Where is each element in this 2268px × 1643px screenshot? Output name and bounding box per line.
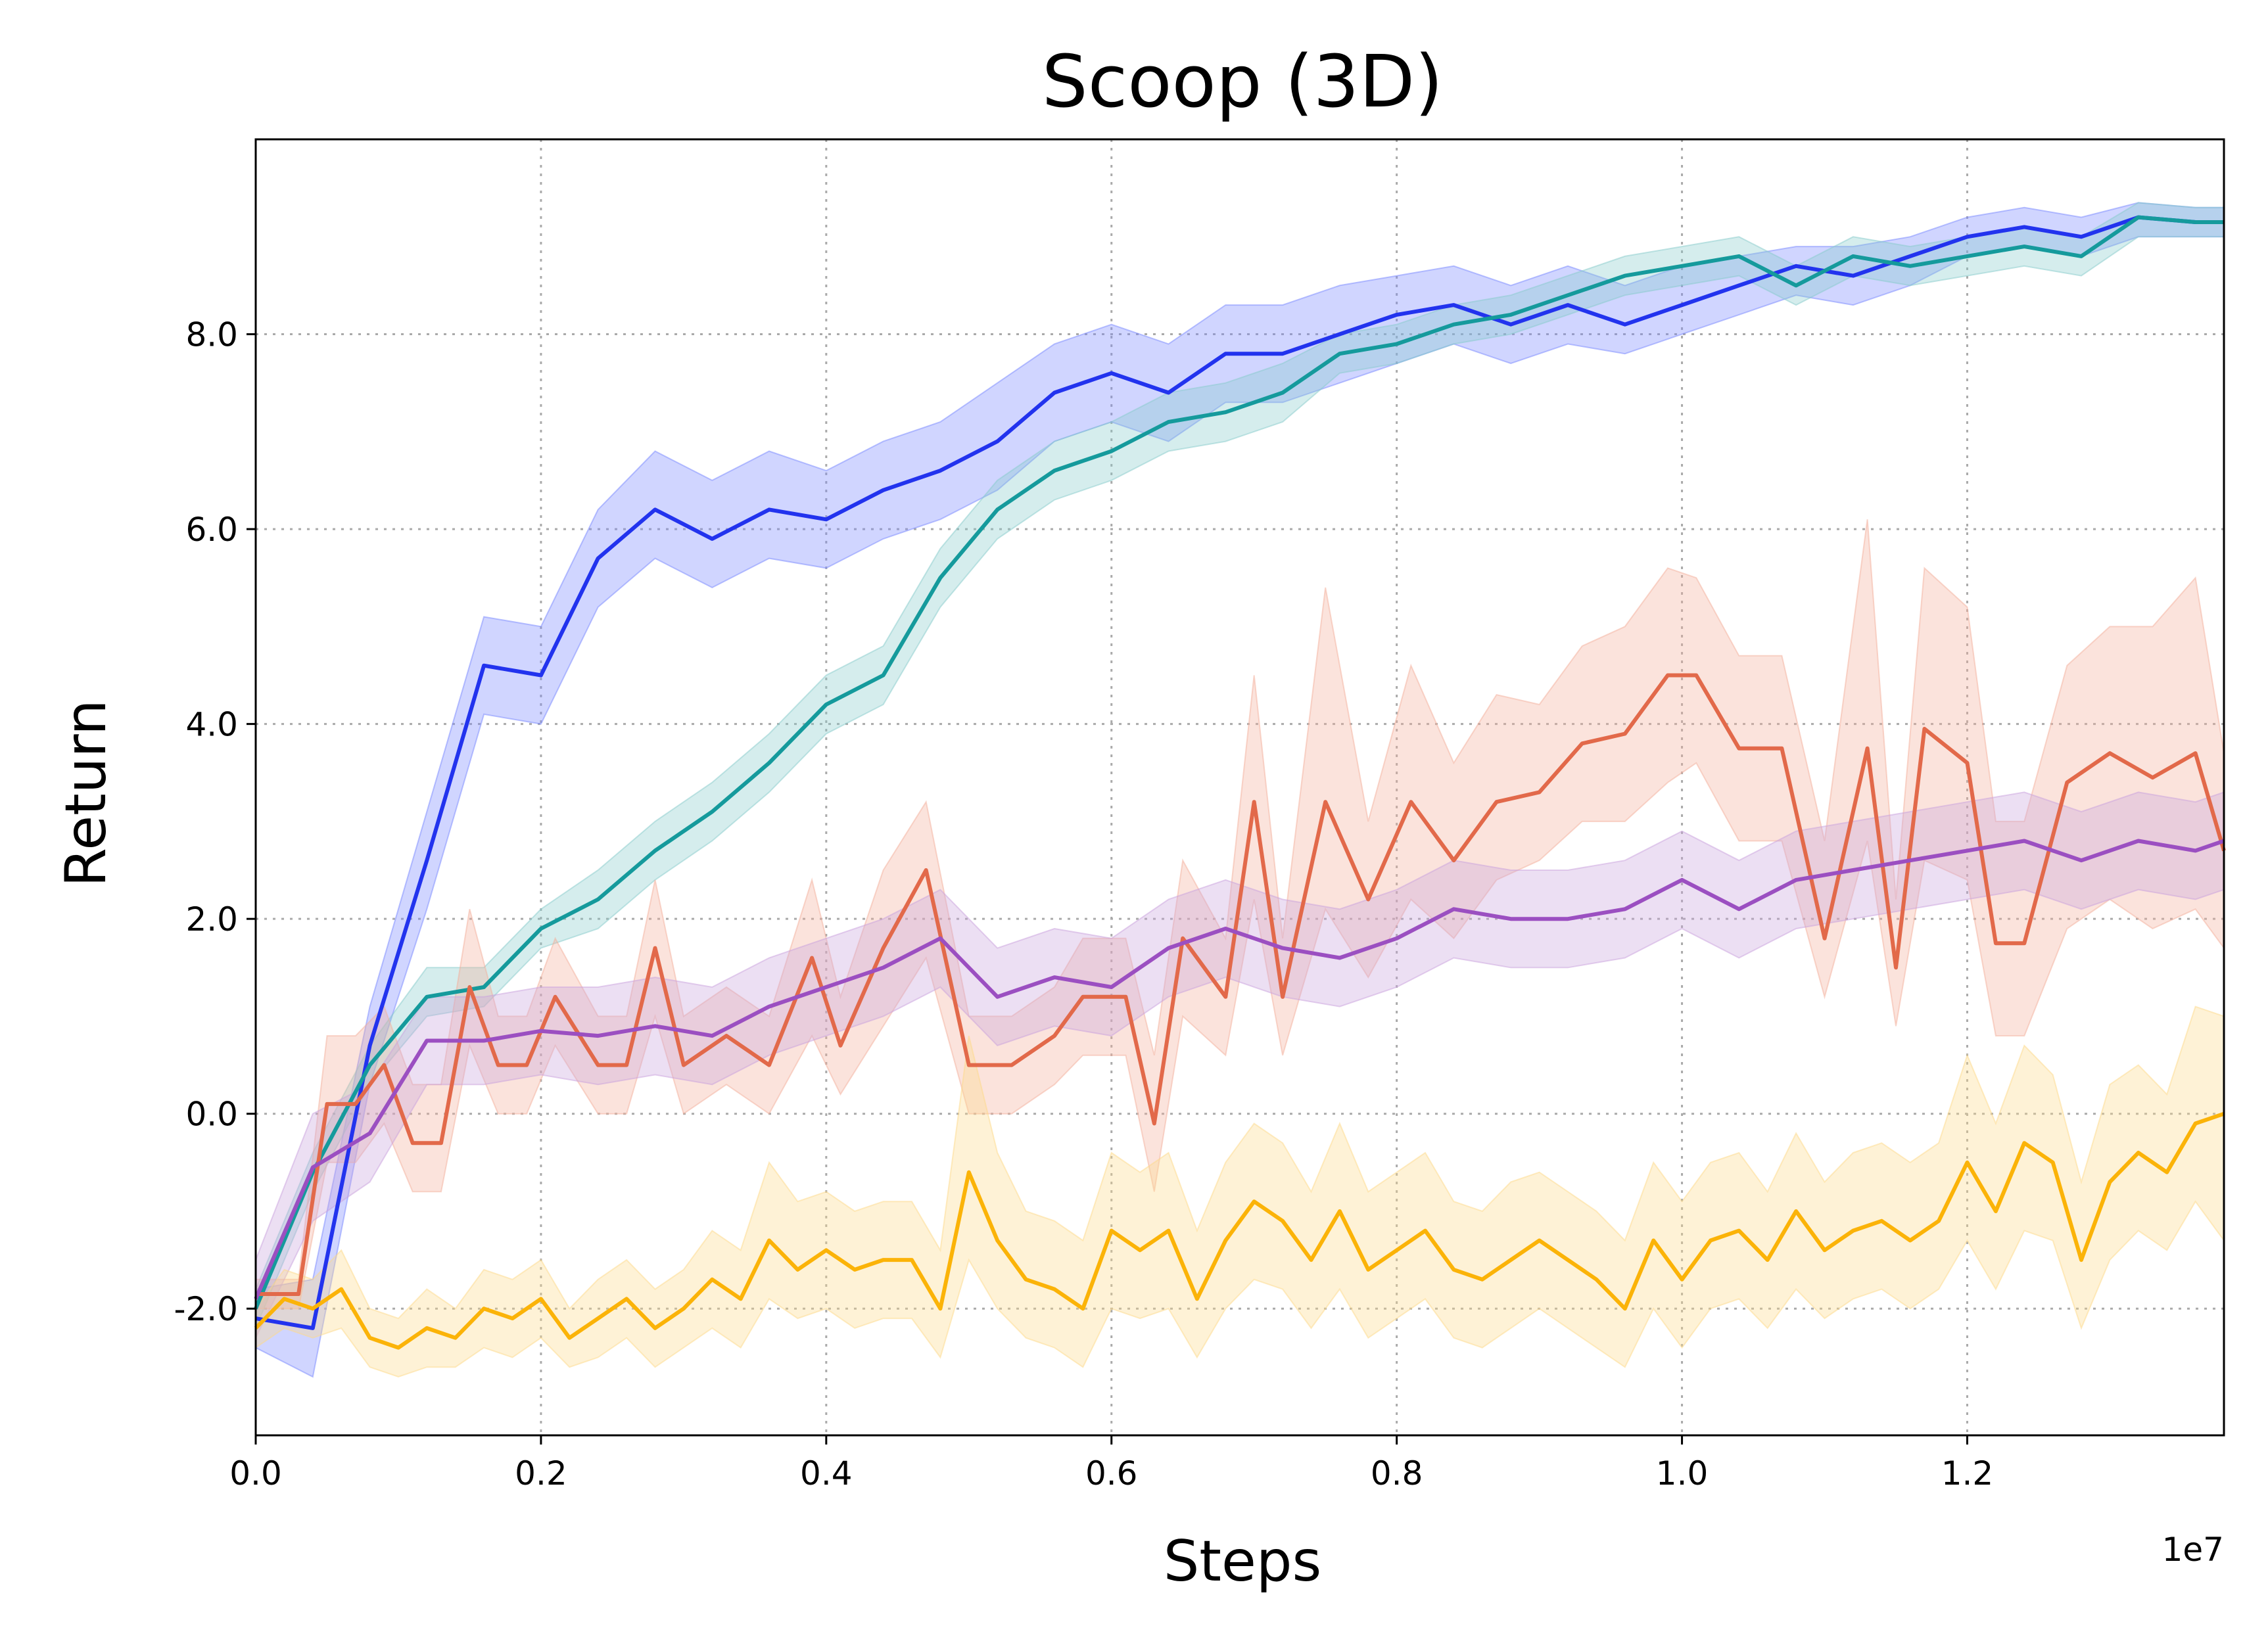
series-4-line	[254, 839, 2225, 1300]
x-tick-label: 0.8	[1371, 1454, 1423, 1493]
y-axis-ticks: -2.0 0.0 2.0 4.0 6.0 8.0	[174, 316, 256, 1328]
y-tick-label: 6.0	[185, 511, 238, 549]
grid	[256, 139, 2224, 1435]
series-lines	[254, 215, 2226, 1350]
x-axis-label: Steps	[1164, 1529, 1322, 1594]
x-axis-ticks: 0.0 0.2 0.4 0.6 0.8 1.0 1.2	[229, 1435, 1993, 1493]
x-tick-label: 1.2	[1941, 1454, 1994, 1493]
series-3-line	[256, 673, 2226, 1296]
x-tick-label: 1.0	[1656, 1454, 1709, 1493]
series-1-line	[255, 215, 2224, 1330]
x-tick-label: 0.0	[229, 1454, 282, 1493]
confidence-bands	[255, 202, 2225, 1378]
y-tick-label: 8.0	[185, 316, 238, 354]
plot-frame	[254, 138, 2225, 1437]
y-axis-label: Return	[53, 699, 119, 887]
x-tick-label: 0.4	[800, 1454, 853, 1493]
x-tick-label: 0.2	[515, 1454, 567, 1493]
x-tick-label: 0.6	[1085, 1454, 1138, 1493]
series-2-line	[254, 215, 2224, 1310]
y-tick-label: 0.0	[185, 1096, 238, 1134]
y-tick-label: -2.0	[174, 1290, 238, 1328]
y-tick-label: 2.0	[185, 900, 238, 938]
chart-title: Scoop (3D)	[1042, 39, 1443, 124]
y-tick-label: 4.0	[185, 706, 238, 744]
series-5-line	[254, 1111, 2225, 1350]
x-axis-offset-label: 1e7	[2162, 1531, 2224, 1569]
